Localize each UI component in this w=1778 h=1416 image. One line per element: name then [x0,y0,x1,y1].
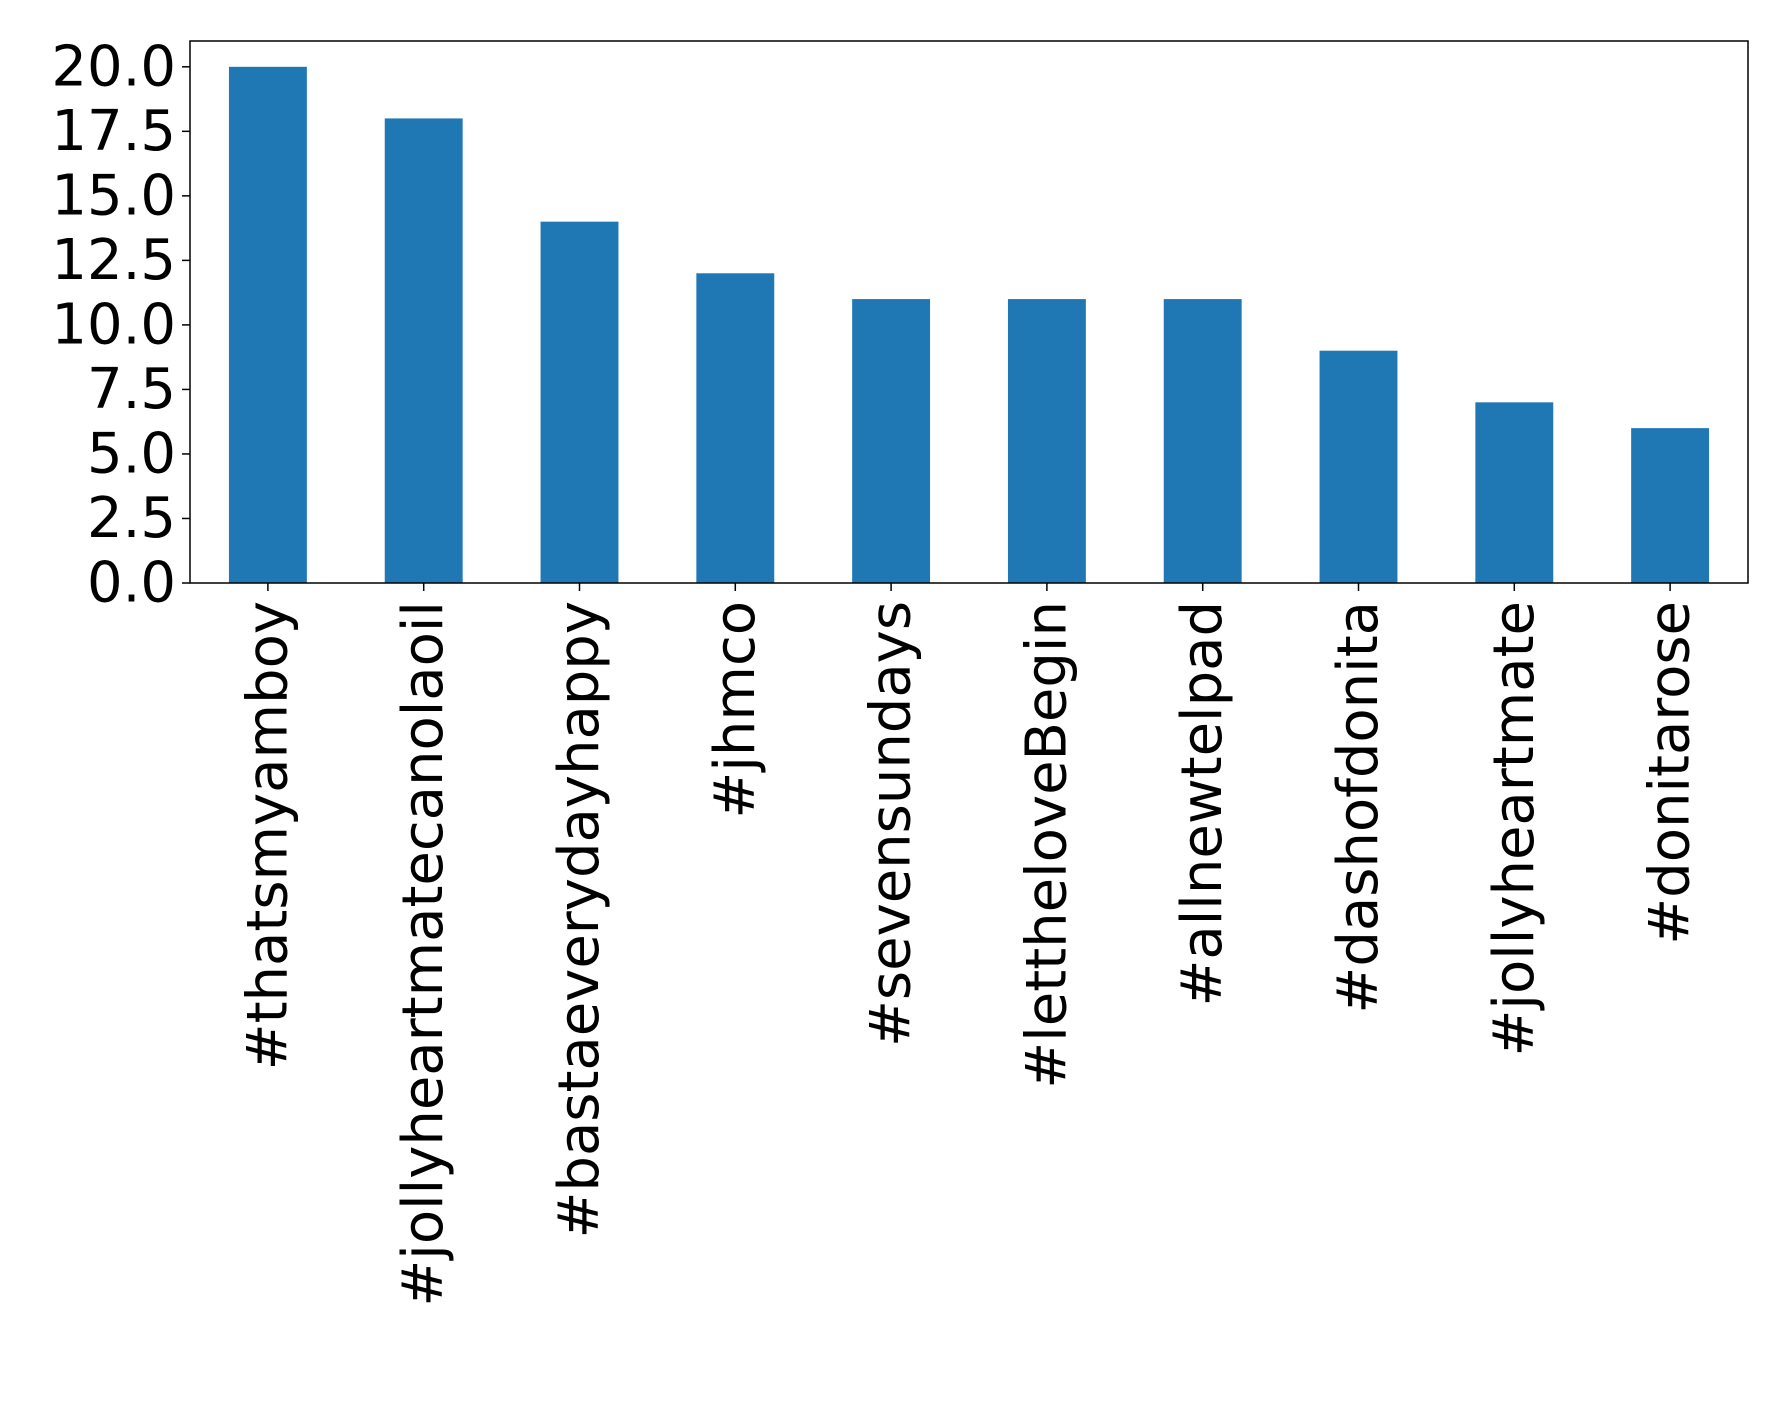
bar-3 [696,273,775,583]
x-tick-label-5: #lettheloveBegin [1014,601,1079,1089]
x-tick-label-7: #dashofdonita [1326,601,1391,1014]
y-tick-label-4: 10.0 [51,292,176,357]
x-tick-label-3: #jhmco [703,601,768,819]
x-tick-label-6: #allnewtelpad [1170,601,1235,1006]
y-axis: 0.02.55.07.510.012.515.017.520.0 [51,34,190,616]
x-tick-label-0: #thatsmyamboy [235,601,300,1070]
x-tick-label-1: #jollyheartmatecanolaoil [391,601,456,1307]
x-tick-label-4: #sevensundays [859,601,924,1047]
bar-5 [1007,299,1086,583]
y-tick-label-0: 0.0 [87,551,176,616]
bars-group [228,66,1710,584]
bar-8 [1475,402,1554,583]
y-tick-label-2: 5.0 [87,421,176,486]
bar-2 [540,221,619,583]
y-tick-label-1: 2.5 [87,486,176,551]
x-tick-label-9: #donitarose [1638,601,1703,945]
bar-1 [384,118,463,583]
x-tick-label-8: #jollyheartmate [1482,601,1547,1057]
bar-9 [1631,428,1710,583]
y-tick-label-8: 20.0 [51,34,176,99]
bar-6 [1163,299,1242,583]
plot-frame [189,40,1749,584]
y-tick-label-6: 15.0 [51,163,176,228]
x-axis: #thatsmyamboy #jollyheartmatecanolaoil #ba… [235,583,1703,1307]
y-tick-label-3: 7.5 [87,357,176,422]
bar-4 [852,299,931,583]
x-tick-label-2: #bastaeverydayhappy [547,601,612,1239]
y-tick-label-5: 12.5 [51,228,176,293]
y-tick-label-7: 17.5 [51,99,176,164]
bar-0 [228,66,307,584]
bar-7 [1319,350,1398,583]
